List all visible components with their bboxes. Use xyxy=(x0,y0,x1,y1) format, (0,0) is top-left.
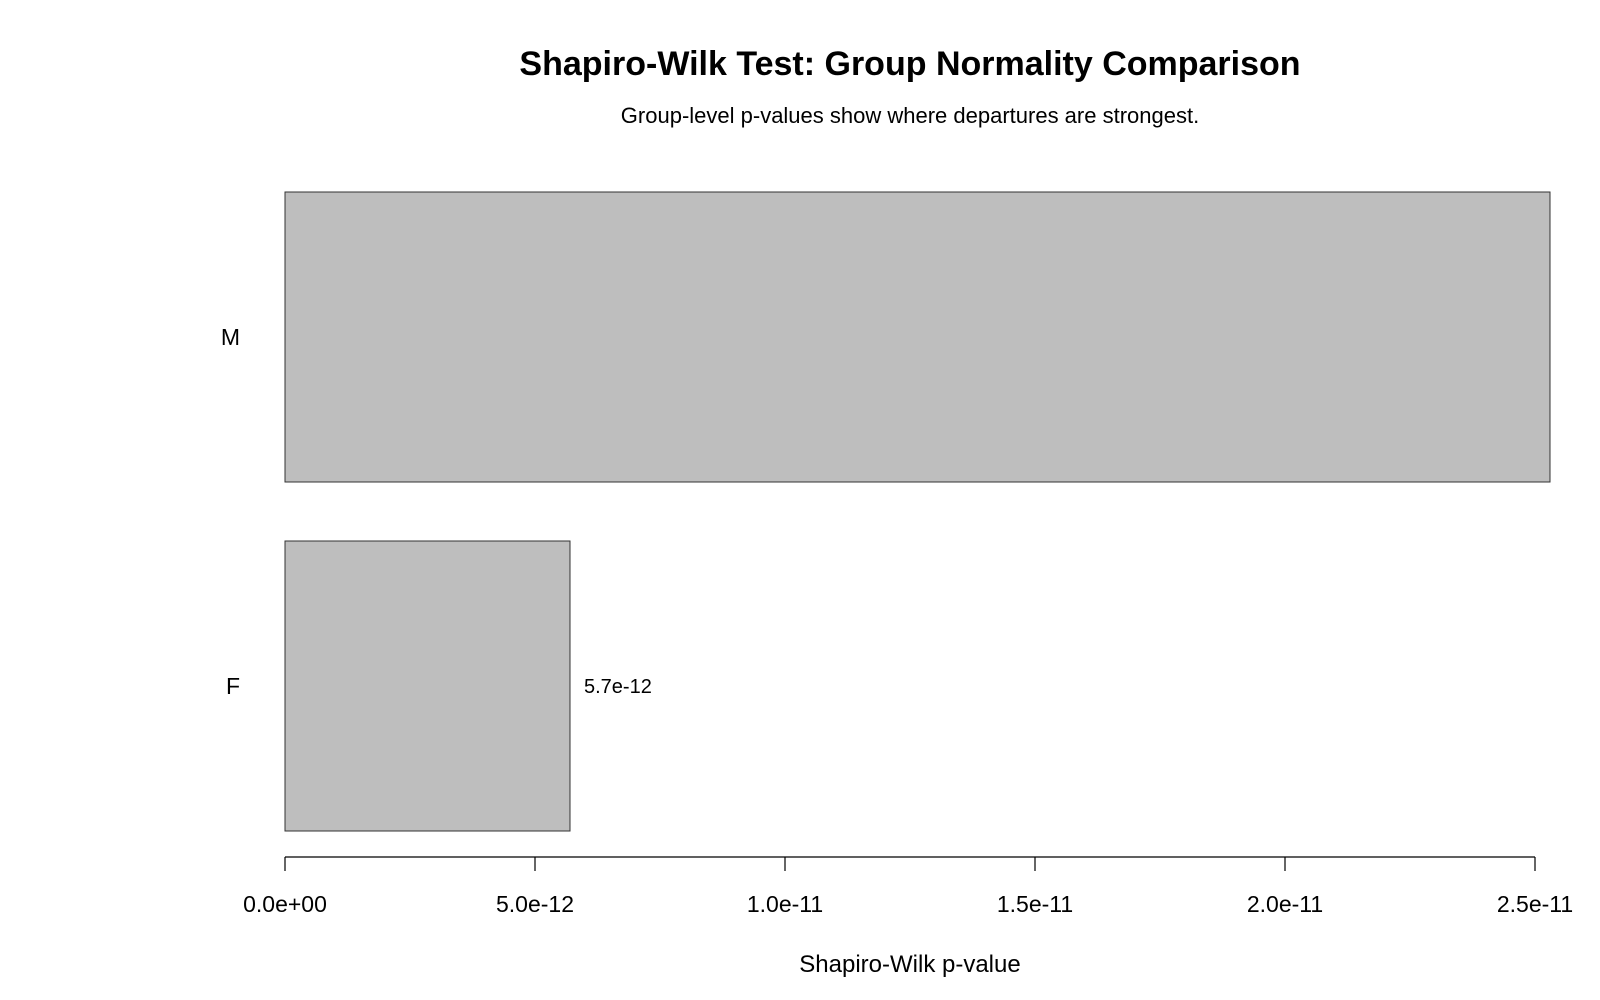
bar-f xyxy=(284,540,571,832)
bar-m xyxy=(284,191,1551,483)
category-label-f: F xyxy=(226,673,240,699)
x-tick-label: 2.5e-11 xyxy=(1497,891,1573,917)
x-axis: 0.0e+00 5.0e-12 1.0e-11 1.5e-11 2.0e-11 2.5e-… xyxy=(243,856,1573,917)
bars-layer xyxy=(284,191,1551,832)
x-axis-label: Shapiro-Wilk p-value xyxy=(799,951,1020,978)
chart-title: Shapiro-Wilk Test: Group Normality Compa… xyxy=(519,45,1300,83)
x-tick-label: 0.0e+00 xyxy=(243,891,327,917)
x-tick-label: 1.5e-11 xyxy=(997,891,1073,917)
x-tick-label: 2.0e-11 xyxy=(1247,891,1323,917)
y-axis-categories: MF xyxy=(221,324,240,699)
category-label-m: M xyxy=(221,324,240,350)
chart-subtitle: Group-level p-values show where departur… xyxy=(621,103,1199,128)
x-tick-label: 1.0e-11 xyxy=(747,891,823,917)
data-label-f: 5.7e-12 xyxy=(584,676,652,698)
data-labels-layer: 5.7e-12 xyxy=(584,676,652,698)
x-tick-label: 5.0e-12 xyxy=(496,891,574,917)
